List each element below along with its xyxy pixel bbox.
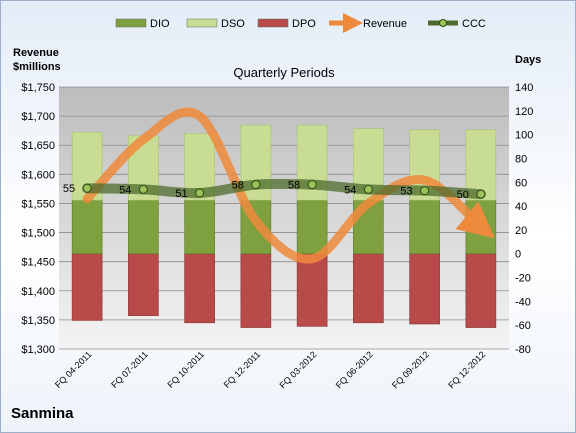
y-right-tick-label: 140 [515,82,533,94]
ccc-point [476,189,486,199]
ccc-data-label: 51 [175,188,187,200]
ccc-line [82,178,486,200]
company-name: Sanmina [11,405,74,422]
legend-swatch [257,18,289,28]
y-left-tick-label: $1,750 [21,82,55,94]
y-right-tick-label: 0 [515,249,521,261]
bar-dio [71,199,103,255]
ccc-point [251,180,261,190]
bar-dpo [128,253,159,316]
x-axis-ticks: FQ 04-2011 FQ 07-2011 FQ 10-2011 FQ 12-2011… [53,349,487,390]
bar-dpo [71,253,103,321]
x-tick-label: FQ 04-2011 [53,349,94,390]
ccc-point [138,184,148,194]
legend-label: Revenue [363,18,407,30]
bar-dpo [184,253,215,324]
ccc-data-label: 53 [400,186,412,198]
x-tick-label: FQ 06-2012 [334,349,375,390]
x-tick-label: FQ 09-2012 [390,349,431,390]
bar-dio [184,199,215,255]
bar-dpo [353,253,384,324]
bar-dso [465,129,497,201]
y-left-tick-label: $1,400 [21,286,55,298]
y-right-tick-label: -20 [515,273,531,285]
y-left-label-line2: $millions [13,61,61,73]
ccc-data-label: 54 [344,184,356,196]
ccc-point [82,183,92,193]
x-tick-label: FQ 12-2011 [222,349,263,390]
legend-marker [439,19,447,27]
bar-dpo [409,253,440,325]
ccc-point [420,186,430,196]
y-right-tick-label: 60 [515,177,527,189]
y-right-ticks: -80 -60 -40 -20 0 20 40 60 80 100 120 140 [515,82,533,356]
y-left-tick-label: $1,550 [21,198,55,210]
y-right-tick-label: 120 [515,106,533,118]
ccc-data-label: 58 [232,180,244,192]
line-series: 55 54 51 58 58 54 53 50 [63,107,495,264]
y-right-tick-label: 20 [515,225,527,237]
y-right-tick-label: 40 [515,201,527,213]
legend-label: DIO [150,18,170,30]
y-right-tick-label: -60 [515,320,531,332]
y-left-ticks: $1,300 $1,350 $1,400 $1,450 $1,500 $1,550 $1,6… [21,82,55,356]
bar-dio [409,199,440,255]
bar-dpo [240,253,272,328]
y-right-tick-label: -40 [515,296,531,308]
legend-label: DPO [292,18,316,30]
bar-dio [128,199,159,255]
ccc-point [195,188,205,198]
legend-label: CCC [462,18,486,30]
y-left-tick-label: $1,700 [21,111,55,123]
y-left-tick-label: $1,500 [21,228,55,240]
bar-dpo [465,253,497,328]
y-left-label-line1: Revenue [13,47,59,59]
x-tick-label: FQ 03-2012 [278,349,319,390]
chart-title: Quarterly Periods [233,65,335,80]
y-right-tick-label: 100 [515,130,533,142]
ccc-data-label: 55 [63,183,75,195]
bar-dio [296,199,328,255]
y-right-tick-label: 80 [515,153,527,165]
revenue-line [82,107,495,264]
bar-dpo [296,253,328,327]
y-left-tick-label: $1,450 [21,257,55,269]
y-right-label: Days [515,54,541,66]
plot-area [59,87,509,349]
y-right-tick-label: -80 [515,344,531,356]
y-left-tick-label: $1,350 [21,315,55,327]
ccc-data-label: 58 [288,180,300,192]
x-tick-label: FQ 10-2011 [165,349,206,390]
y-left-tick-label: $1,650 [21,140,55,152]
ccc-point [307,180,317,190]
x-tick-label: FQ 12-2012 [446,349,487,390]
x-tick-label: FQ 07-2011 [109,349,150,390]
y-left-tick-label: $1,300 [21,344,55,356]
ccc-data-label: 50 [457,189,469,201]
legend-label: DSO [221,18,245,30]
legend: DIO DSO DPO Revenue CCC [115,13,486,33]
y-left-tick-label: $1,600 [21,169,55,181]
legend-swatch [186,18,218,28]
ccc-point [363,184,373,194]
legend-swatch [115,18,147,28]
ccc-data-label: 54 [119,184,131,196]
